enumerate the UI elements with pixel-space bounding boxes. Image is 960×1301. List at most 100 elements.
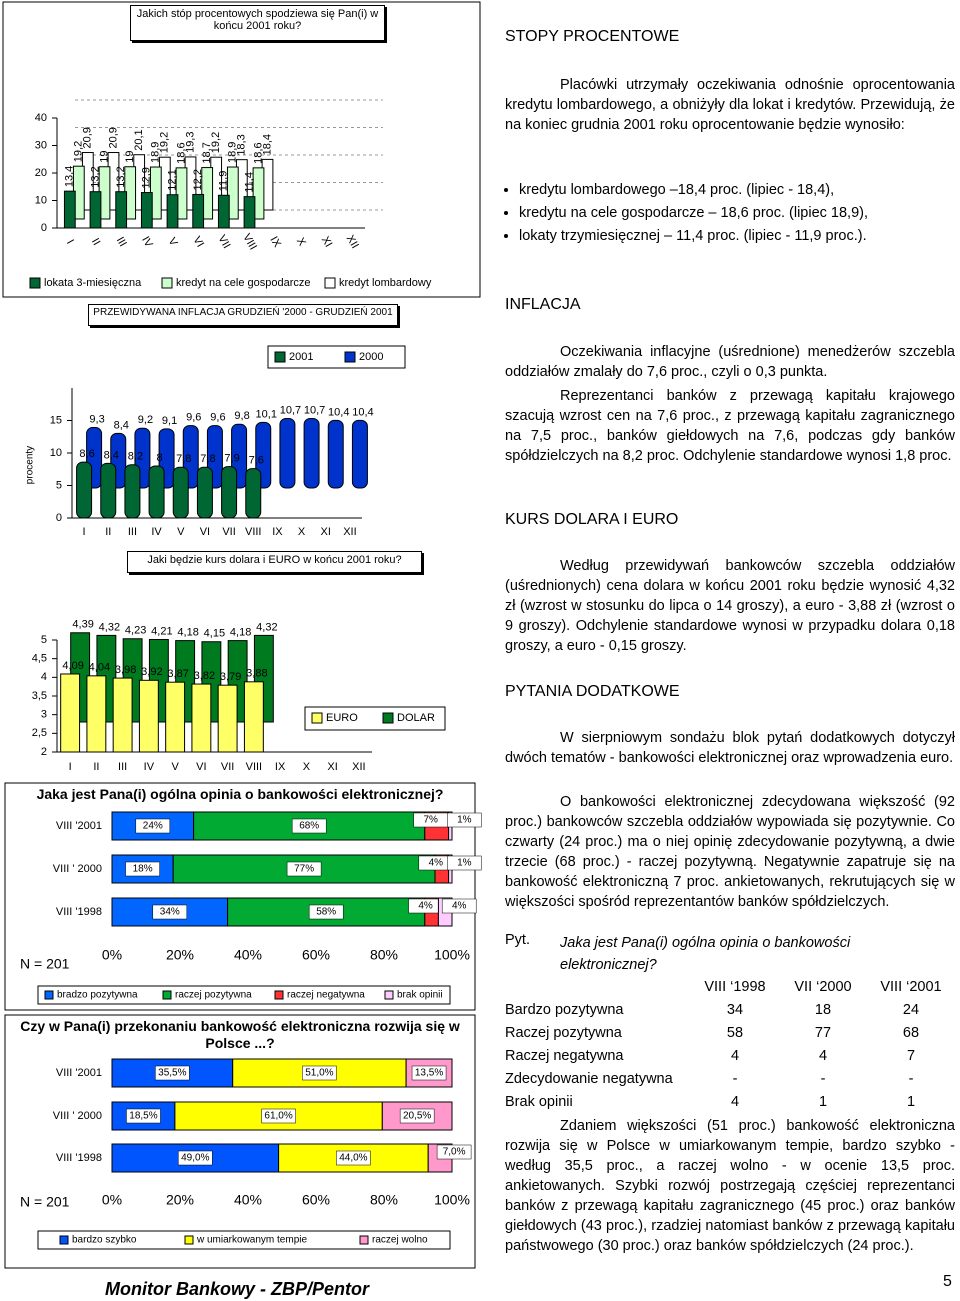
x-tick-label: XI — [319, 234, 335, 249]
value-label: 3,79 — [220, 671, 241, 683]
bar — [196, 466, 213, 519]
paragraph: W sierpniowym sondażu blok pytań dodatko… — [505, 728, 955, 768]
value-label: 9,8 — [234, 410, 249, 422]
value-label: 13,5% — [415, 1068, 443, 1079]
value-label: 13,2 — [89, 166, 101, 187]
x-tick-label: 20% — [166, 1192, 194, 1208]
value-label: 68% — [299, 821, 319, 832]
x-tick-label: 100% — [434, 947, 470, 963]
x-tick-label: II — [89, 236, 102, 247]
table-cell: 1 — [906, 1093, 916, 1110]
value-label: 1% — [457, 858, 472, 869]
x-tick-label: VII — [221, 761, 234, 773]
x-tick-label: V — [177, 526, 185, 538]
table-row: Raczej negatywna 4 4 7 — [505, 1044, 955, 1067]
value-label: 19,2 — [73, 141, 85, 162]
bar — [140, 192, 153, 229]
value-label: 4,04 — [89, 662, 110, 674]
y-tick-label: 30 — [35, 139, 47, 151]
x-tick-label: III — [114, 235, 129, 249]
value-label: 18,9 — [227, 142, 239, 163]
bar — [86, 675, 107, 753]
value-label-bg — [336, 1150, 371, 1166]
value-label: 7,0% — [443, 1147, 466, 1158]
value-label: 18,7 — [201, 142, 213, 163]
value-label: 19 — [124, 151, 136, 163]
legend-label: 2000 — [359, 351, 383, 363]
table-row: Zdecydowanie negatywna - - - — [505, 1067, 955, 1090]
bar — [124, 464, 141, 519]
value-label: 3,92 — [141, 666, 162, 678]
table-cell: 58 — [726, 1024, 744, 1041]
x-tick-label: VIII — [246, 761, 263, 773]
note: N = 201 — [20, 956, 70, 972]
legend-swatch — [324, 277, 336, 289]
legend-swatch — [274, 990, 284, 1000]
x-tick-label: I — [64, 238, 76, 247]
table-cell: Raczej negatywna — [505, 1047, 624, 1064]
table-cell: Brak opinii — [505, 1093, 573, 1110]
value-label-bg — [399, 1108, 435, 1124]
x-tick-label: I — [83, 526, 86, 538]
legend-label: raczej pozytywna — [175, 990, 252, 1001]
table-cell: VIII ‘2001 — [880, 978, 942, 995]
x-tick-label: VI — [190, 234, 206, 249]
legend-swatch — [274, 351, 286, 363]
bullet: kredytu lombardowego –18,4 proc. (lipiec… — [519, 180, 955, 200]
paragraph: Według przewidywań bankowców szczebla od… — [505, 556, 955, 656]
x-tick-label: II — [105, 526, 111, 538]
value-label: 19,2 — [210, 132, 222, 153]
footer-source: Monitor Bankowy - ZBP/Pentor — [105, 1279, 370, 1299]
x-tick-label: 100% — [434, 1192, 470, 1208]
value-label-bg — [308, 904, 344, 920]
legend-label: raczej negatywna — [287, 990, 365, 1001]
table-wrap: VIII ‘1998 VII ‘2000 VIII ‘2001 Bardzo pozy… — [505, 975, 955, 1113]
value-label: 4,21 — [151, 625, 172, 637]
value-label: 10,7 — [304, 404, 325, 416]
value-label: 10,4 — [328, 406, 349, 418]
value-label: 12,2 — [192, 169, 204, 190]
value-label: 61,0% — [264, 1111, 292, 1122]
bar — [148, 465, 165, 519]
y-tick-label: VIII '1998 — [56, 906, 102, 918]
chart-frame — [4, 782, 476, 1011]
value-label: 7,9 — [224, 453, 239, 465]
value-label: 9,1 — [162, 415, 177, 427]
value-label-bg — [436, 1144, 472, 1160]
legend-swatch — [359, 1235, 369, 1245]
value-label: 7% — [423, 815, 438, 826]
value-label: 12,9 — [141, 167, 153, 188]
value-label: 18,6 — [252, 142, 264, 163]
y-tick-label: VIII '2001 — [56, 820, 102, 832]
table-cell: - — [908, 1070, 914, 1087]
value-label: 7,8 — [200, 453, 215, 465]
legend-swatch — [184, 1235, 194, 1245]
bar — [165, 681, 186, 753]
legend-swatch — [382, 712, 394, 724]
bar — [60, 673, 81, 753]
value-label: 35,5% — [158, 1068, 186, 1079]
value-label: 34% — [160, 907, 180, 918]
table-cell: 4 — [818, 1047, 828, 1064]
paragraph: Zdaniem większości (51 proc.) bankowość … — [505, 1116, 955, 1256]
x-tick-label: VII — [222, 526, 235, 538]
y-tick-label: 15 — [50, 414, 62, 426]
value-label: 13,2 — [115, 166, 127, 187]
bar — [76, 461, 93, 519]
paragraph: Reprezentanci banków z przewagą kapitału… — [505, 386, 955, 466]
y-tick-label: 3,5 — [32, 690, 47, 702]
value-label-bg — [152, 904, 188, 920]
x-tick-label: IX — [267, 234, 283, 250]
value-label: 4% — [429, 858, 444, 869]
table-cell: VII ‘2000 — [794, 978, 852, 995]
x-tick-label: 80% — [370, 1192, 398, 1208]
value-label: 20,9 — [107, 127, 119, 148]
value-label: 20,9 — [82, 127, 94, 148]
x-tick-label: IV — [151, 526, 162, 538]
x-tick-label: 60% — [302, 1192, 330, 1208]
chart-title: Jaka jest Pana(i) ogólna opinia o bankow… — [36, 786, 444, 802]
value-label: 3,88 — [246, 668, 267, 680]
value-label-bg — [261, 1108, 296, 1124]
x-tick-label: 0% — [102, 947, 122, 963]
